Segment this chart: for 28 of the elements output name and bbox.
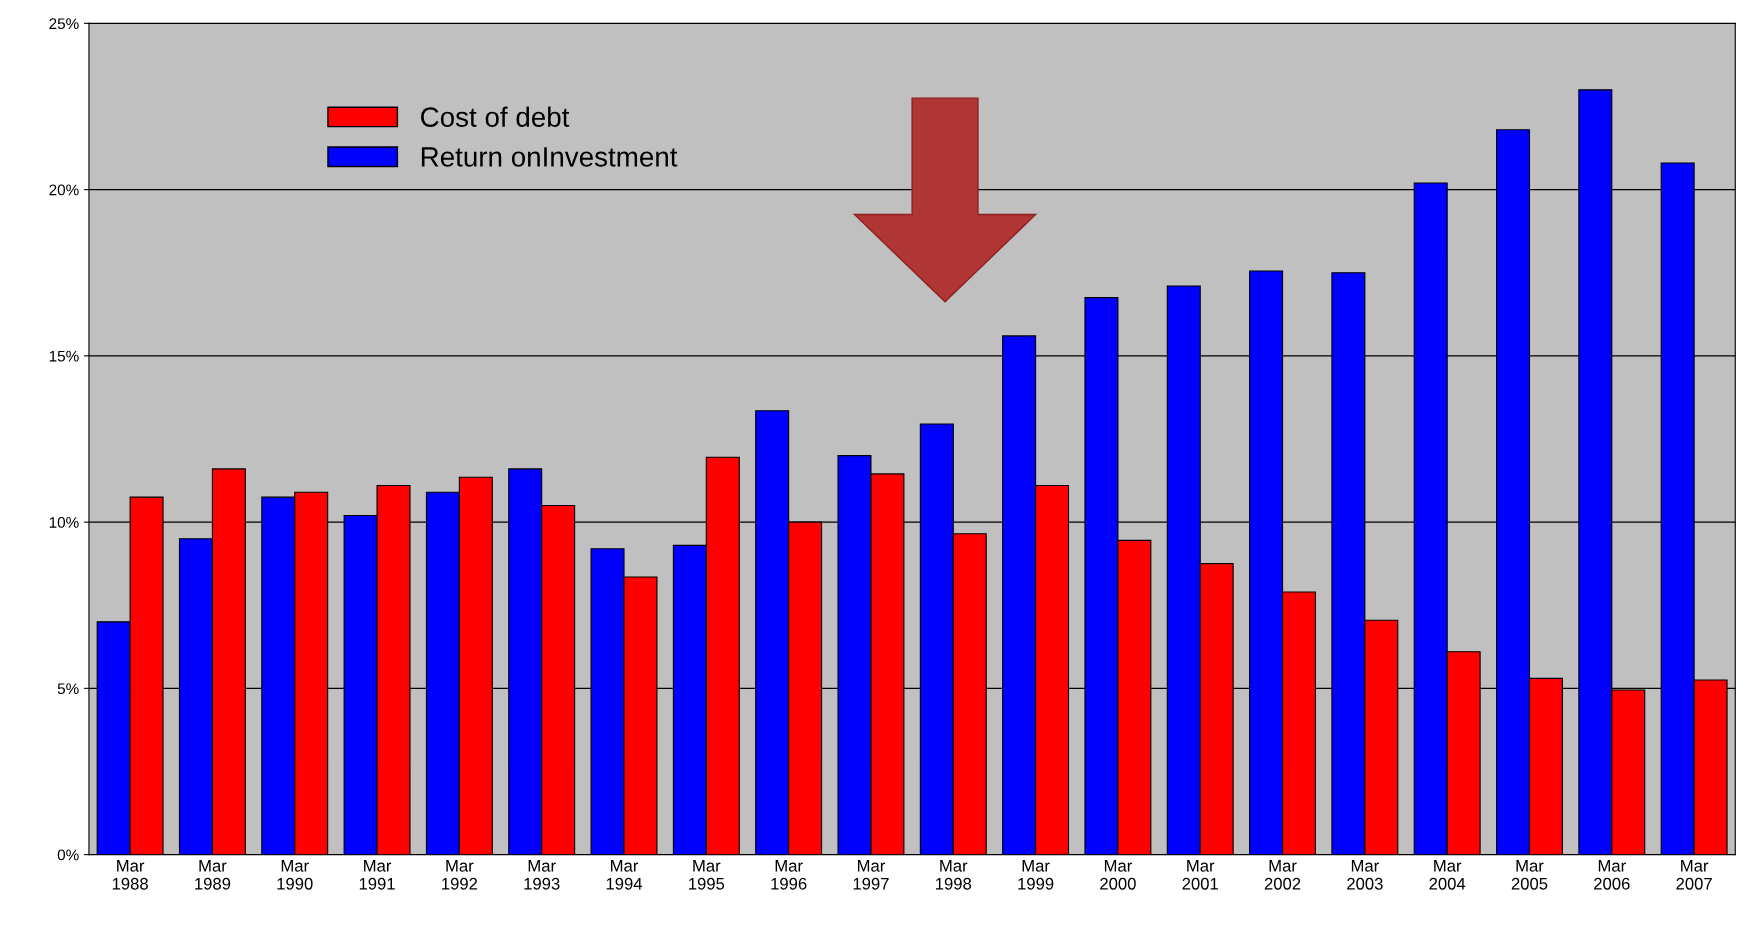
y-tick-label: 20% [49,184,79,196]
legend-label: Return onInvestment [421,147,678,167]
x-tick-label: Mar 2004 [1429,860,1466,890]
y-tick-label: 5% [57,683,79,695]
x-tick-label: Mar 1994 [606,860,643,890]
x-tick-label: Mar 2006 [1594,860,1630,890]
x-tick-label: Mar 1999 [1018,860,1054,890]
x-tick-label: Mar 1992 [442,860,478,890]
x-tick-label: Mar 2000 [1100,860,1136,890]
y-tick-label: 10% [49,516,79,528]
x-tick-label: Mar 1997 [853,860,889,890]
x-tick-label: Mar 2005 [1511,860,1548,890]
x-tick-label: Mar 2001 [1182,860,1218,890]
x-tick-label: Mar 2003 [1347,860,1383,890]
x-tick-label: Mar 1995 [689,860,725,890]
y-tick-label: 25% [49,18,79,30]
legend-label: Cost of debt [421,106,570,127]
x-tick-label: Mar 1993 [524,860,560,890]
y-tick-label: 0% [57,849,79,861]
x-tick-label: Mar 2007 [1676,860,1712,890]
x-tick-label: Mar 1996 [771,860,807,890]
x-tick-label: Mar 1989 [195,860,231,890]
x-tick-label: Mar 1991 [359,860,395,890]
x-tick-label: Mar 2002 [1264,860,1301,890]
x-tick-label: Mar 1990 [277,860,313,890]
x-tick-label: Mar 1988 [112,860,148,890]
x-tick-label: Mar 1998 [936,860,972,890]
y-tick-label: 15% [49,350,79,362]
